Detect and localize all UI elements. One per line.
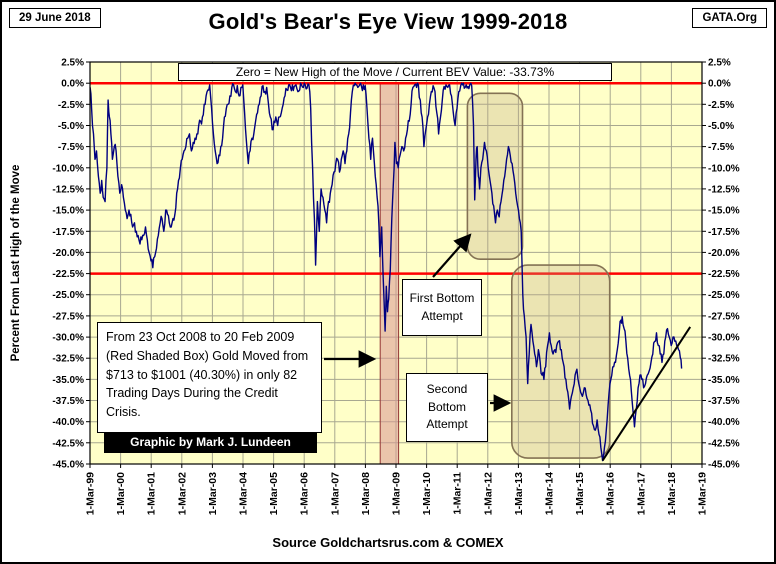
svg-text:-35.0%: -35.0% <box>708 375 740 386</box>
svg-text:-40.0%: -40.0% <box>708 417 740 428</box>
svg-text:-42.5%: -42.5% <box>708 438 740 449</box>
svg-text:-37.5%: -37.5% <box>708 396 740 407</box>
svg-text:-40.0%: -40.0% <box>52 417 84 428</box>
svg-text:1-Mar-12: 1-Mar-12 <box>482 472 494 515</box>
svg-text:1-Mar-17: 1-Mar-17 <box>635 472 647 515</box>
svg-text:1-Mar-10: 1-Mar-10 <box>421 472 433 515</box>
svg-text:1-Mar-07: 1-Mar-07 <box>329 472 341 515</box>
svg-text:-17.5%: -17.5% <box>708 227 740 238</box>
source-line: Source Goldchartsrus.com & COMEX <box>272 535 504 550</box>
first-bottom-label: First Bottom Attempt <box>402 279 482 336</box>
svg-text:-7.5%: -7.5% <box>708 142 734 153</box>
org-label: GATA.Org <box>702 12 757 24</box>
svg-text:1-Mar-01: 1-Mar-01 <box>146 472 158 515</box>
svg-text:-25.0%: -25.0% <box>52 290 84 301</box>
svg-text:-2.5%: -2.5% <box>708 100 734 111</box>
axis-ticks <box>86 61 706 468</box>
gata-org-box: GATA.Org <box>692 8 767 28</box>
svg-text:-17.5%: -17.5% <box>52 227 84 238</box>
svg-text:1-Mar-19: 1-Mar-19 <box>697 472 709 515</box>
svg-text:-2.5%: -2.5% <box>58 100 84 111</box>
svg-text:-25.0%: -25.0% <box>708 290 740 301</box>
svg-text:-20.0%: -20.0% <box>708 248 740 259</box>
svg-text:1-Mar-13: 1-Mar-13 <box>513 472 525 515</box>
second-bottom-label: Second Bottom Attempt <box>406 373 488 442</box>
svg-text:-27.5%: -27.5% <box>708 311 740 322</box>
bev-line <box>89 82 683 462</box>
svg-text:-30.0%: -30.0% <box>52 333 84 344</box>
svg-text:0.0%: 0.0% <box>61 79 84 90</box>
svg-text:-12.5%: -12.5% <box>52 184 84 195</box>
y-axis-labels-right: 2.5% 0.0% -2.5% -5.0% -7.5% -10.0% -12.5% -15.0… <box>708 58 740 471</box>
svg-text:1-Mar-05: 1-Mar-05 <box>268 472 280 515</box>
svg-text:0.0%: 0.0% <box>708 79 731 90</box>
svg-text:1-Mar-15: 1-Mar-15 <box>574 472 586 515</box>
svg-text:1-Mar-03: 1-Mar-03 <box>207 472 219 515</box>
svg-text:-10.0%: -10.0% <box>708 163 740 174</box>
first-bottom-region <box>466 92 524 260</box>
svg-text:-30.0%: -30.0% <box>708 333 740 344</box>
svg-text:1-Mar-00: 1-Mar-00 <box>115 472 127 515</box>
svg-text:1-Mar-18: 1-Mar-18 <box>666 472 678 515</box>
x-axis-labels: 1-Mar-99 1-Mar-00 1-Mar-01 1-Mar-02 1-Mar-03… <box>85 472 709 515</box>
svg-text:-5.0%: -5.0% <box>708 121 734 132</box>
svg-text:-7.5%: -7.5% <box>58 142 84 153</box>
svg-text:-12.5%: -12.5% <box>708 184 740 195</box>
svg-text:-5.0%: -5.0% <box>58 121 84 132</box>
second-bottom-region <box>510 264 611 459</box>
subtitle-box: Zero = New High of the Move / Current BE… <box>178 63 612 81</box>
date-box: 29 June 2018 <box>9 8 101 28</box>
svg-text:-10.0%: -10.0% <box>52 163 84 174</box>
chart-title: Gold's Bear's Eye View 1999-2018 <box>208 9 568 34</box>
svg-text:1-Mar-08: 1-Mar-08 <box>360 472 372 515</box>
y-axis-title: Percent From Last High of the Move <box>10 165 22 362</box>
svg-text:1-Mar-04: 1-Mar-04 <box>238 472 250 515</box>
trend-line <box>601 326 692 462</box>
crisis-note-box: From 23 Oct 2008 to 20 Feb 2009 (Red Sha… <box>97 322 322 433</box>
svg-text:1-Mar-14: 1-Mar-14 <box>544 472 556 515</box>
svg-text:1-Mar-02: 1-Mar-02 <box>176 472 188 515</box>
svg-text:2.5%: 2.5% <box>61 58 84 69</box>
svg-text:-15.0%: -15.0% <box>708 206 740 217</box>
svg-text:-32.5%: -32.5% <box>52 354 84 365</box>
svg-text:-32.5%: -32.5% <box>708 354 740 365</box>
y-axis-labels-left: 2.5% 0.0% -2.5% -5.0% -7.5% -10.0% -12.5% -15.0… <box>52 58 84 471</box>
svg-text:-22.5%: -22.5% <box>708 269 740 280</box>
svg-text:-27.5%: -27.5% <box>52 311 84 322</box>
svg-text:1-Mar-06: 1-Mar-06 <box>299 472 311 515</box>
svg-text:-20.0%: -20.0% <box>52 248 84 259</box>
svg-text:1-Mar-99: 1-Mar-99 <box>85 472 97 515</box>
svg-text:-35.0%: -35.0% <box>52 375 84 386</box>
annotation-arrow-2 <box>432 233 472 278</box>
svg-text:-45.0%: -45.0% <box>708 460 740 471</box>
credit-bar: Graphic by Mark J. Lundeen <box>104 432 317 453</box>
svg-text:1-Mar-16: 1-Mar-16 <box>605 472 617 515</box>
svg-text:2.5%: 2.5% <box>708 58 731 69</box>
svg-text:1-Mar-09: 1-Mar-09 <box>391 472 403 515</box>
svg-text:-37.5%: -37.5% <box>52 396 84 407</box>
svg-text:1-Mar-11: 1-Mar-11 <box>452 472 464 515</box>
svg-text:-45.0%: -45.0% <box>52 460 84 471</box>
svg-text:-22.5%: -22.5% <box>52 269 84 280</box>
svg-text:-15.0%: -15.0% <box>52 206 84 217</box>
svg-text:-42.5%: -42.5% <box>52 438 84 449</box>
date-label: 29 June 2018 <box>19 12 91 24</box>
